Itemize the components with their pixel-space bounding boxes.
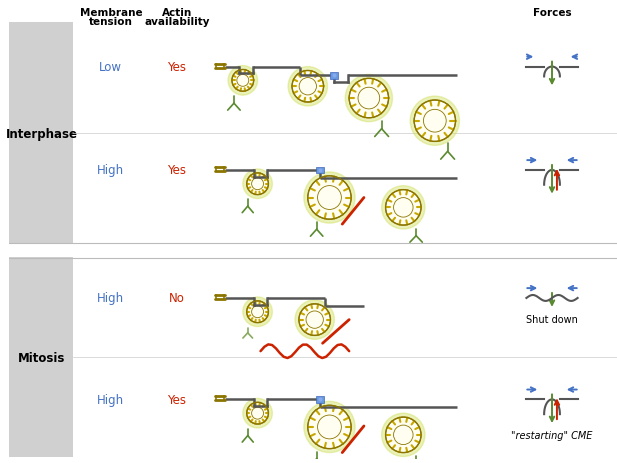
Text: High: High (97, 164, 125, 177)
Circle shape (232, 70, 254, 92)
Bar (316, 396, 323, 403)
Circle shape (308, 406, 351, 449)
Circle shape (247, 174, 268, 195)
Circle shape (346, 75, 392, 122)
Text: Yes: Yes (167, 393, 186, 406)
Circle shape (228, 66, 257, 96)
Circle shape (247, 402, 268, 424)
Circle shape (299, 304, 331, 336)
Bar (9, 244, 617, 257)
Circle shape (410, 97, 460, 146)
Text: tension: tension (89, 17, 133, 27)
Circle shape (414, 101, 455, 142)
Text: High: High (97, 292, 125, 305)
Text: "restarting" CME: "restarting" CME (511, 430, 593, 440)
Text: Mitosis: Mitosis (18, 351, 65, 364)
Text: High: High (97, 393, 125, 406)
Circle shape (243, 169, 272, 199)
Text: Interphase: Interphase (6, 127, 78, 140)
Circle shape (243, 399, 272, 428)
Circle shape (382, 413, 425, 457)
Circle shape (386, 190, 421, 225)
Text: Membrane: Membrane (80, 8, 142, 19)
Text: Shut down: Shut down (526, 314, 578, 324)
Circle shape (288, 68, 328, 106)
Text: Forces: Forces (532, 8, 571, 19)
Text: Yes: Yes (167, 164, 186, 177)
Circle shape (382, 186, 425, 230)
Circle shape (308, 176, 351, 220)
Bar (316, 167, 323, 174)
Circle shape (386, 417, 421, 453)
Circle shape (243, 297, 272, 327)
Circle shape (304, 401, 355, 453)
Text: Low: Low (99, 61, 122, 74)
Text: availability: availability (144, 17, 210, 27)
Circle shape (295, 300, 334, 339)
Bar (9, 23, 73, 244)
Bar (331, 73, 338, 80)
Text: Actin: Actin (162, 8, 192, 19)
Bar (9, 257, 73, 457)
Circle shape (304, 173, 355, 224)
Circle shape (292, 71, 323, 103)
Circle shape (349, 79, 389, 119)
Text: No: No (169, 292, 184, 305)
Text: Yes: Yes (167, 61, 186, 74)
Circle shape (247, 301, 268, 323)
